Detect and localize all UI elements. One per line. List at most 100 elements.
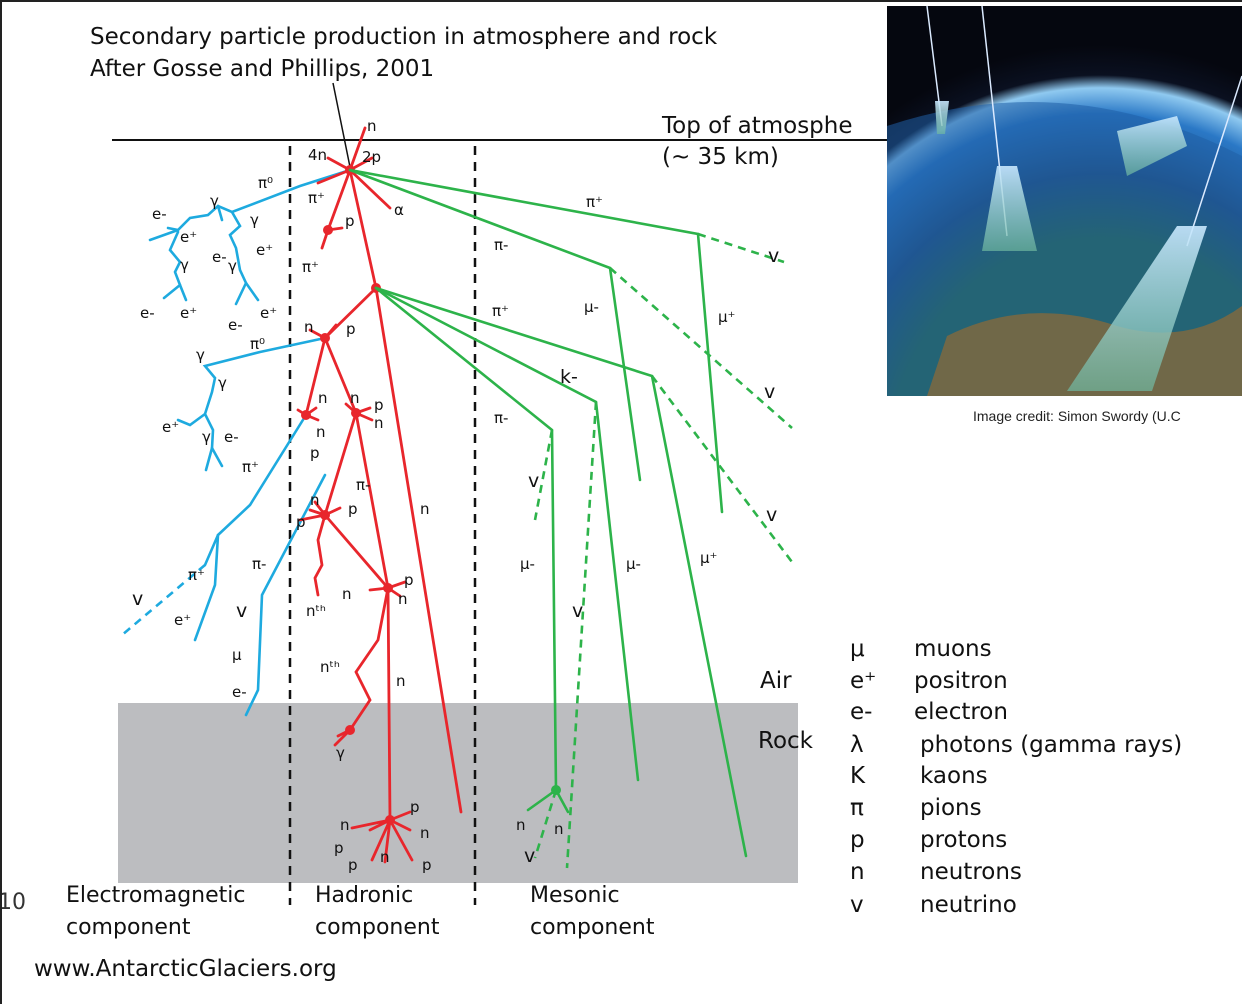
hadronic-component-label-2: component [315,915,440,940]
particle-label: k- [560,366,578,388]
particle-label: e⁺ [260,304,277,322]
top-of-atmosphere-label: Top of atmosphe [661,113,853,139]
particle-label: γ [228,257,237,275]
particle-label: p [345,212,355,230]
legend-label: neutrons [920,859,1022,885]
particle-label: μ⁺ [700,549,717,567]
particle-label: e- [232,683,247,701]
legend-symbol: e- [850,699,873,725]
particle-label: v [236,600,247,622]
em-component-label-2: component [66,915,191,940]
particle-label: μ- [584,298,599,316]
particle-label: 2p [362,148,381,166]
particle-label: p [422,856,432,874]
mesonic-component-label-1: Mesonic [530,883,620,908]
particle-label: n [342,585,352,603]
title-pointer-line [332,82,351,168]
legend-label: neutrino [920,892,1017,918]
particle-label: p [346,320,356,338]
legend-label: muons [914,636,992,662]
legend-symbol: K [850,763,866,789]
mesonic-vertex [551,785,561,795]
hadronic-cascade [296,126,463,864]
particle-label: p [348,856,358,874]
hadronic-component-label-1: Hadronic [315,883,413,908]
particle-label: γ [336,744,345,762]
particle-label: p [296,513,306,531]
particle-label: v [528,470,539,492]
air-shower-photo [887,6,1242,396]
particle-label: n [420,500,430,518]
particle-label: p [334,839,344,857]
legend-symbol: e⁺ [850,668,877,694]
particle-label: n [380,848,390,866]
particle-label: n [318,389,328,407]
particle-label: γ [218,374,227,392]
legend-symbol: μ [850,636,865,662]
particle-label: p [310,444,320,462]
particle-label: v [768,245,779,267]
particle-label: π⁺ [492,302,509,320]
website-credit: www.AntarcticGlaciers.org [34,956,337,982]
particle-label: e⁺ [162,418,179,436]
particle-label: p [348,500,358,518]
particle-label: π⁰ [258,174,273,192]
particle-label: n [310,491,320,509]
rock-label: Rock [758,728,814,754]
particle-label: v [524,845,535,867]
particle-label: n [374,414,384,432]
legend-label: photons (gamma rays) [920,732,1183,758]
legend-symbol: n [850,859,865,885]
particle-label: 4n [308,146,327,164]
particle-label: π⁺ [586,193,603,211]
legend-label: protons [920,827,1008,853]
particle-label: v [572,600,583,622]
particle-label: e- [140,304,155,322]
altitude-label: (~ 35 km) [662,144,779,170]
electromagnetic-cascade [148,168,352,717]
particle-label: e- [212,248,227,266]
electromagnetic-dashed [121,564,206,636]
particle-label: n [304,318,314,336]
particle-label: γ [202,428,211,446]
particle-label: e⁺ [174,611,191,629]
particle-label: n [396,672,406,690]
particle-label: n [367,117,377,135]
particle-label: μ [232,646,242,664]
particle-label: π- [494,236,508,254]
particle-label: π- [252,555,266,573]
particle-label: nᵗʰ [320,658,340,676]
particle-label: p [404,571,414,589]
particle-label: e⁺ [180,304,197,322]
edge-fragment: 10 [0,890,26,915]
particle-label: γ [210,192,219,210]
particle-label: p [374,396,384,414]
legend-label: pions [920,795,982,821]
particle-label: n [340,816,350,834]
particle-label: e- [228,316,243,334]
particle-label: π⁰ [250,335,265,353]
particle-label: n [516,816,526,834]
particle-label: α [394,201,404,219]
photo-credit: Image credit: Simon Swordy (U.C [973,408,1181,424]
particle-label: π- [356,476,370,494]
particle-label: v [766,504,777,526]
particle-label: μ- [626,555,641,573]
particle-label: n [350,389,360,407]
particle-label: μ- [520,555,535,573]
particle-label: γ [180,256,189,274]
particle-label: μ⁺ [718,308,735,326]
legend-label: positron [914,668,1008,694]
title-line-1: Secondary particle production in atmosph… [90,24,718,50]
legend-symbol: v [850,892,864,918]
air-shower-image [887,6,1242,396]
particle-label: e- [224,428,239,446]
particle-label: π⁺ [302,258,319,276]
legend-label: electron [914,699,1008,725]
air-label: Air [760,668,792,694]
particle-label: π⁺ [308,189,325,207]
mesonic-component-label-2: component [530,915,655,940]
legend-symbol: p [850,827,865,853]
